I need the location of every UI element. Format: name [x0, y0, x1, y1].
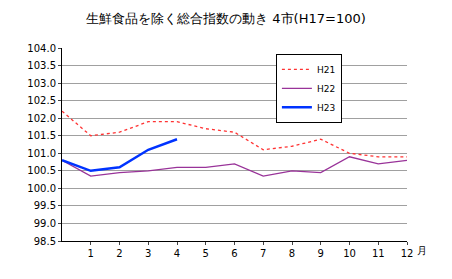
svg-text:102.0: 102.0 [27, 113, 56, 124]
svg-text:103.0: 103.0 [27, 78, 56, 89]
svg-text:1: 1 [88, 248, 94, 259]
svg-text:100.0: 100.0 [27, 183, 56, 194]
svg-text:2: 2 [116, 248, 122, 259]
svg-text:H22: H22 [317, 84, 335, 94]
svg-text:12: 12 [401, 248, 414, 259]
svg-text:H23: H23 [317, 103, 335, 113]
svg-text:100.5: 100.5 [27, 165, 56, 176]
svg-text:4: 4 [174, 248, 180, 259]
svg-text:月: 月 [417, 245, 427, 256]
svg-text:99.0: 99.0 [34, 218, 56, 229]
svg-text:5: 5 [203, 248, 209, 259]
svg-text:101.5: 101.5 [27, 130, 56, 141]
svg-text:7: 7 [260, 248, 266, 259]
svg-text:11: 11 [372, 248, 385, 259]
svg-text:6: 6 [231, 248, 237, 259]
svg-text:103.5: 103.5 [27, 60, 56, 71]
svg-text:8: 8 [289, 248, 295, 259]
svg-text:98.5: 98.5 [34, 236, 56, 247]
svg-text:99.5: 99.5 [34, 200, 56, 211]
svg-text:生鮮食品を除く総合指数の動き 4市(H17=100): 生鮮食品を除く総合指数の動き 4市(H17=100) [86, 11, 366, 26]
svg-text:3: 3 [145, 248, 151, 259]
svg-text:10: 10 [343, 248, 356, 259]
svg-text:102.5: 102.5 [27, 95, 56, 106]
svg-text:101.0: 101.0 [27, 148, 56, 159]
svg-text:9: 9 [318, 248, 324, 259]
svg-text:104.0: 104.0 [27, 43, 56, 54]
svg-text:H21: H21 [317, 65, 335, 75]
